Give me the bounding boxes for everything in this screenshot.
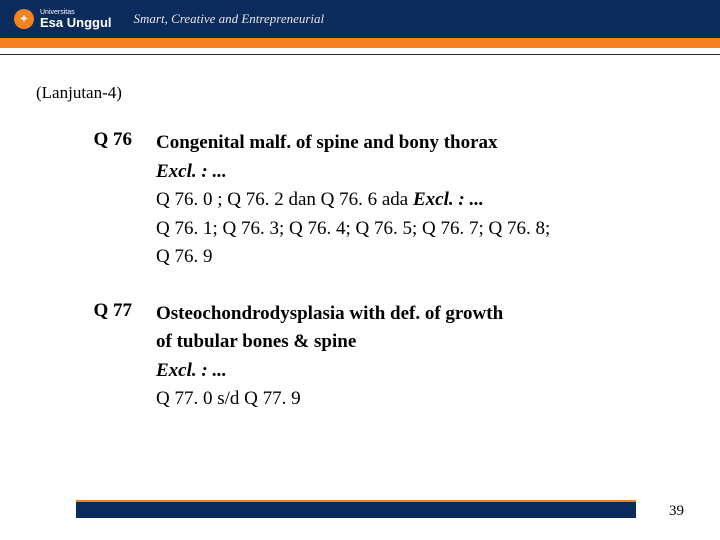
logo-main-text: Esa Unggul <box>40 16 112 29</box>
entry-text: Q 76. 0 ; Q 76. 2 dan Q 76. 6 ada <box>156 189 413 210</box>
entry-title: Congenital malf. of spine and bony thora… <box>156 129 680 158</box>
orange-accent-bar <box>0 38 720 48</box>
entry-q76: Q 76 Congenital malf. of spine and bony … <box>40 129 680 272</box>
logo-text: Universitas Esa Unggul <box>40 9 112 29</box>
entry-excl-inline: Excl. : ... <box>413 189 484 210</box>
subtitle: (Lanjutan-4) <box>36 83 680 103</box>
description: Congenital malf. of spine and bony thora… <box>156 129 680 272</box>
description: Osteochondrodysplasia with def. of growt… <box>156 300 680 414</box>
tagline: Smart, Creative and Entrepreneurial <box>134 11 325 27</box>
entry-excl: Excl. : ... <box>156 357 680 386</box>
logo-block: ✦ Universitas Esa Unggul <box>14 9 112 29</box>
code-label: Q 76 <box>40 129 156 272</box>
entry-line: Q 76. 0 ; Q 76. 2 dan Q 76. 6 ada Excl. … <box>156 186 680 215</box>
entry-q77: Q 77 Osteochondrodysplasia with def. of … <box>40 300 680 414</box>
slide-header: ✦ Universitas Esa Unggul Smart, Creative… <box>0 0 720 38</box>
entry-title: Osteochondrodysplasia with def. of growt… <box>156 300 680 329</box>
entry-range: Q 77. 0 s/d Q 77. 9 <box>156 385 680 414</box>
logo-glyph: ✦ <box>20 14 28 25</box>
entry-line: Q 76. 1; Q 76. 3; Q 76. 4; Q 76. 5; Q 76… <box>156 215 680 244</box>
logo-icon: ✦ <box>14 9 34 29</box>
page-number: 39 <box>669 503 684 520</box>
entry-title-2: of tubular bones & spine <box>156 328 680 357</box>
content-area: (Lanjutan-4) Q 76 Congenital malf. of sp… <box>0 55 720 414</box>
entry-excl: Excl. : ... <box>156 158 680 187</box>
entry-line: Q 76. 9 <box>156 243 680 272</box>
footer-bar <box>76 500 636 518</box>
code-label: Q 77 <box>40 300 156 414</box>
